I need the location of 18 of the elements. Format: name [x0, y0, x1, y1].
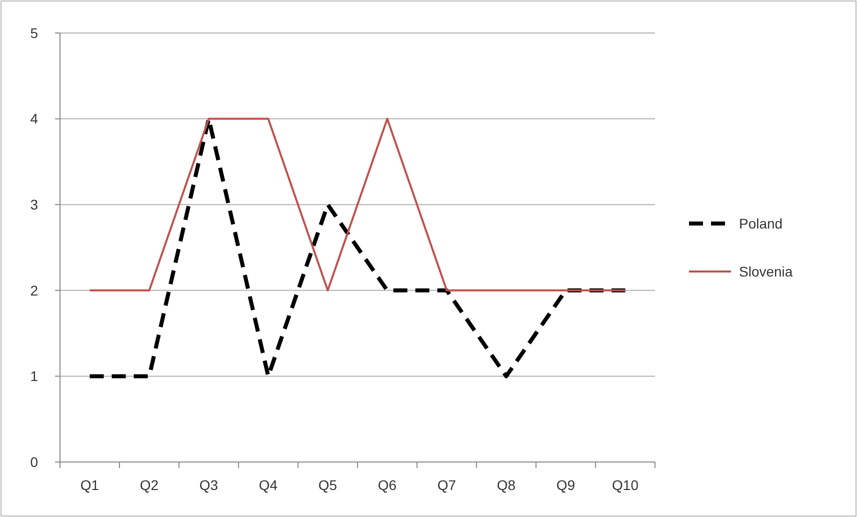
x-tick-label: Q5	[318, 477, 338, 493]
x-tick-label: Q3	[199, 477, 218, 493]
x-tick-label: Q1	[80, 477, 100, 493]
legend-label: Poland	[739, 215, 783, 232]
x-tick-label: Q4	[258, 477, 278, 493]
y-tick-label: 0	[30, 454, 38, 470]
x-tick-label: Q2	[140, 477, 159, 493]
x-tick-label: Q8	[496, 477, 516, 493]
x-tick-label: Q7	[437, 477, 456, 493]
y-tick-label: 2	[30, 282, 38, 298]
y-tick-label: 1	[30, 368, 38, 384]
y-tick-label: 4	[30, 110, 38, 127]
x-tick-label: Q9	[556, 477, 576, 493]
legend-label: Slovenia	[739, 263, 793, 280]
y-tick-label: 3	[30, 196, 38, 212]
y-tick-label: 5	[30, 24, 38, 41]
x-tick-label: Q10	[612, 477, 639, 493]
x-tick-label: Q6	[378, 477, 397, 493]
